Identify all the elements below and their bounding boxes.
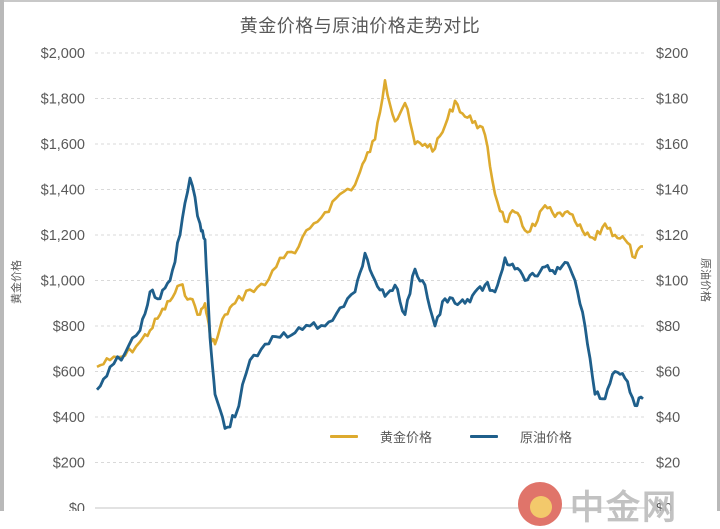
window-top-border	[0, 0, 720, 2]
right-tick-label: $20	[656, 456, 680, 472]
gridlines	[95, 52, 645, 509]
legend-label-oil: 原油价格	[520, 430, 573, 446]
right-tick-label: $100	[656, 274, 688, 290]
gold-price-line	[96, 79, 643, 369]
right-tick-label: $40	[656, 410, 680, 426]
left-axis-ticks: $0 $200 $400 $600 $800 $1,000 $1,200 $1,400 $1,6…	[41, 46, 85, 511]
left-tick-label: $1,800	[41, 92, 85, 108]
watermark-logo-icon	[518, 482, 562, 526]
right-tick-label: $0	[656, 501, 672, 511]
watermark-text: 中金网	[570, 488, 678, 528]
oil-price-line	[95, 176, 644, 430]
right-tick-label: $60	[656, 365, 680, 381]
chart-title: 黄金价格与原油价格走势对比	[239, 16, 481, 37]
left-tick-label: $800	[53, 319, 85, 335]
left-axis-title: 黄金价格	[9, 260, 23, 304]
right-tick-label: $160	[656, 137, 688, 153]
right-tick-label: $80	[656, 319, 680, 335]
left-tick-label: $1,000	[41, 274, 85, 290]
right-tick-label: $200	[656, 46, 688, 62]
left-tick-label: $600	[53, 365, 85, 381]
right-tick-label: $180	[656, 92, 688, 108]
left-tick-label: $400	[53, 410, 85, 426]
left-tick-label: $1,400	[41, 183, 85, 199]
watermark: 中金网	[518, 478, 718, 528]
window-right-border	[717, 0, 720, 511]
right-axis-ticks: $0 $20 $40 $60 $80 $100 $120 $140 $160 $180 $200	[656, 46, 688, 511]
window-left-border	[0, 0, 4, 511]
legend-item-oil[interactable]: 原油价格	[470, 427, 572, 446]
chart-plot-area: $0 $200 $400 $600 $800 $1,000 $1,200 $1,400 $1,6…	[9, 46, 713, 511]
left-tick-label: $1,600	[41, 137, 85, 153]
left-tick-label: $1,200	[41, 228, 85, 244]
left-tick-label: $200	[53, 456, 85, 472]
legend-item-gold[interactable]: 黄金价格	[330, 427, 432, 446]
gold-swatch-icon	[330, 434, 358, 438]
oil-swatch-icon	[470, 434, 499, 438]
right-tick-label: $140	[656, 183, 688, 199]
left-tick-label: $0	[69, 501, 85, 511]
chart-legend: 黄金价格 原油价格	[330, 426, 610, 446]
right-axis-title: 原油价格	[699, 258, 713, 302]
legend-label-gold: 黄金价格	[380, 430, 433, 446]
left-tick-label: $2,000	[41, 46, 85, 62]
right-tick-label: $120	[656, 228, 688, 244]
